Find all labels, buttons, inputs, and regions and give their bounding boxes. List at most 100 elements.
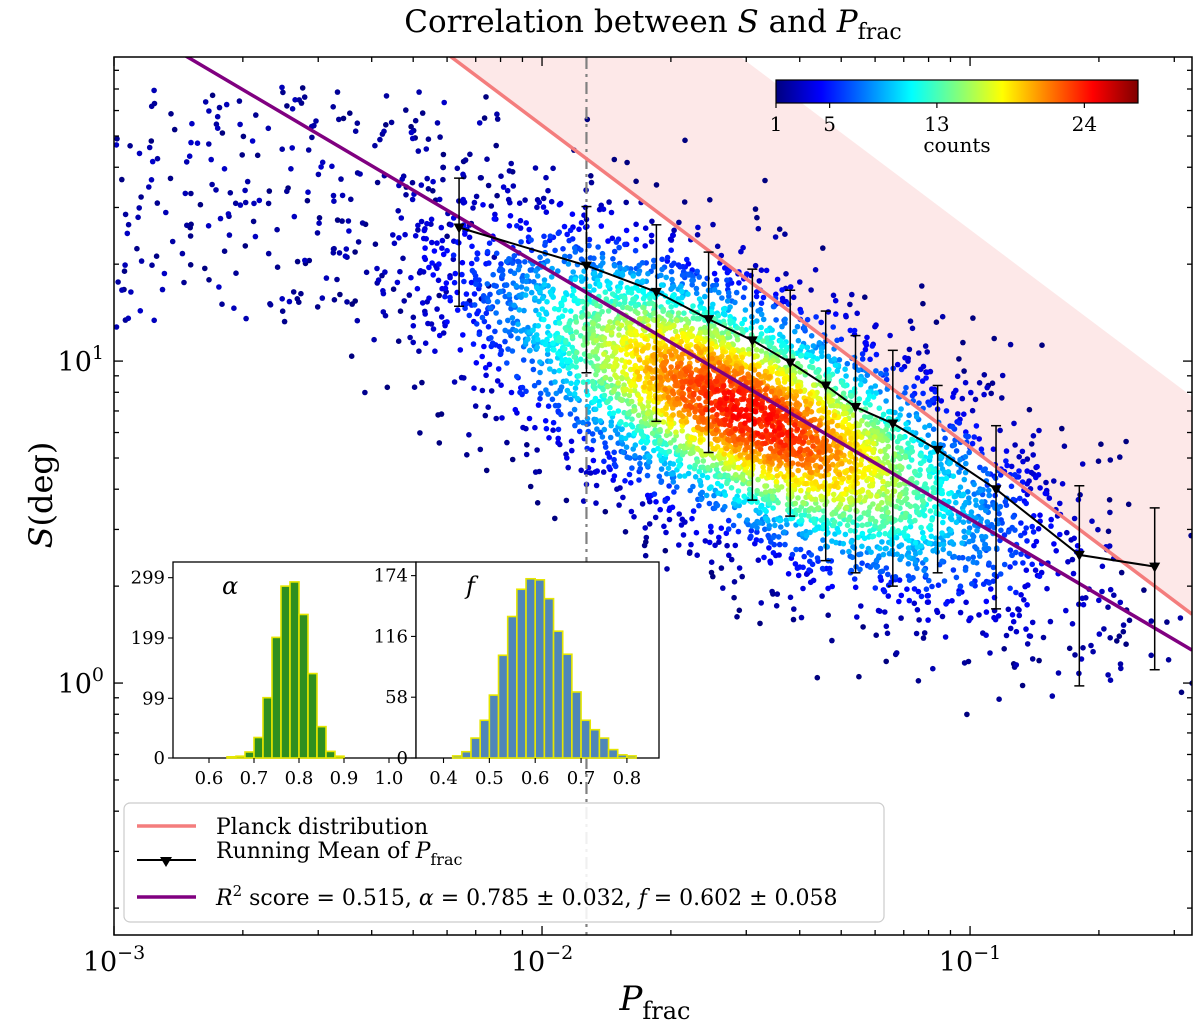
scatter-point <box>1023 501 1029 507</box>
scatter-point <box>518 328 524 334</box>
scatter-point <box>557 320 563 326</box>
scatter-point <box>753 206 759 212</box>
scatter-point <box>619 270 625 276</box>
scatter-point <box>331 193 337 199</box>
scatter-point <box>766 545 772 551</box>
scatter-point <box>373 241 379 247</box>
scatter-point <box>556 403 562 409</box>
scatter-point <box>886 593 892 599</box>
scatter-point <box>850 424 856 430</box>
scatter-point <box>477 332 483 338</box>
scatter-point <box>761 469 767 475</box>
scatter-point <box>915 510 921 516</box>
scatter-point <box>633 329 639 335</box>
scatter-point <box>565 465 571 471</box>
scatter-point <box>906 545 912 551</box>
scatter-point <box>895 362 901 368</box>
scatter-point <box>541 196 547 202</box>
scatter-point <box>829 638 835 644</box>
scatter-point <box>188 140 194 146</box>
scatter-point <box>650 431 656 437</box>
scatter-point <box>478 447 484 453</box>
scatter-point <box>605 399 611 405</box>
scatter-point <box>149 177 155 183</box>
scatter-point <box>1029 562 1035 568</box>
scatter-point <box>872 469 878 475</box>
scatter-point <box>647 386 653 392</box>
scatter-point <box>437 134 443 140</box>
scatter-point <box>637 461 643 467</box>
scatter-point <box>695 225 701 231</box>
scatter-point <box>591 321 597 327</box>
scatter-point <box>543 342 549 348</box>
scatter-point <box>927 474 933 480</box>
scatter-point <box>353 128 359 134</box>
scatter-point <box>874 352 880 358</box>
scatter-point <box>395 208 401 214</box>
scatter-point <box>598 263 604 269</box>
scatter-point <box>931 490 937 496</box>
scatter-point <box>721 306 727 312</box>
scatter-point <box>727 459 733 465</box>
scatter-point <box>766 375 772 381</box>
scatter-point <box>986 560 992 566</box>
scatter-point <box>865 439 871 445</box>
scatter-point <box>811 382 817 388</box>
scatter-point <box>612 157 618 163</box>
scatter-point <box>899 542 905 548</box>
scatter-point <box>910 326 916 332</box>
scatter-point <box>715 503 721 509</box>
scatter-point <box>666 483 672 489</box>
scatter-point <box>792 329 798 335</box>
scatter-point <box>511 183 517 189</box>
scatter-point <box>544 299 550 305</box>
scatter-point <box>999 395 1005 401</box>
scatter-point <box>934 319 940 325</box>
scatter-point <box>698 350 704 356</box>
scatter-point <box>826 410 832 416</box>
scatter-point <box>940 614 946 620</box>
scatter-point <box>714 282 720 288</box>
scatter-point <box>122 262 128 268</box>
scatter-point <box>513 328 519 334</box>
scatter-point <box>867 402 873 408</box>
scatter-point <box>522 259 528 265</box>
scatter-point <box>956 555 962 561</box>
scatter-point <box>998 528 1004 534</box>
scatter-point <box>698 483 704 489</box>
scatter-point <box>1107 635 1113 641</box>
scatter-point <box>917 467 923 473</box>
scatter-point <box>944 476 950 482</box>
scatter-point <box>719 295 725 301</box>
scatter-point <box>858 551 864 557</box>
scatter-point <box>440 165 446 171</box>
scatter-point <box>963 380 969 386</box>
scatter-point <box>827 570 833 576</box>
scatter-point <box>1020 560 1026 566</box>
scatter-point <box>928 523 934 529</box>
scatter-point <box>658 382 664 388</box>
scatter-point <box>740 477 746 483</box>
scatter-point <box>671 461 677 467</box>
scatter-point <box>975 572 981 578</box>
scatter-point <box>155 200 161 206</box>
scatter-point <box>601 206 607 212</box>
scatter-point <box>540 295 546 301</box>
scatter-point <box>981 392 987 398</box>
scatter-point <box>784 457 790 463</box>
scatter-point <box>949 517 955 523</box>
scatter-point <box>876 532 882 538</box>
scatter-point <box>651 264 657 270</box>
scatter-point <box>507 200 513 206</box>
scatter-point <box>528 484 534 490</box>
scatter-point <box>816 505 822 511</box>
scatter-point <box>543 175 549 181</box>
scatter-point <box>859 560 865 566</box>
scatter-point <box>762 483 768 489</box>
scatter-point <box>791 617 797 623</box>
scatter-point <box>464 452 470 458</box>
scatter-point <box>213 187 219 193</box>
scatter-point <box>770 535 776 541</box>
scatter-point <box>906 464 912 470</box>
scatter-point <box>760 464 766 470</box>
